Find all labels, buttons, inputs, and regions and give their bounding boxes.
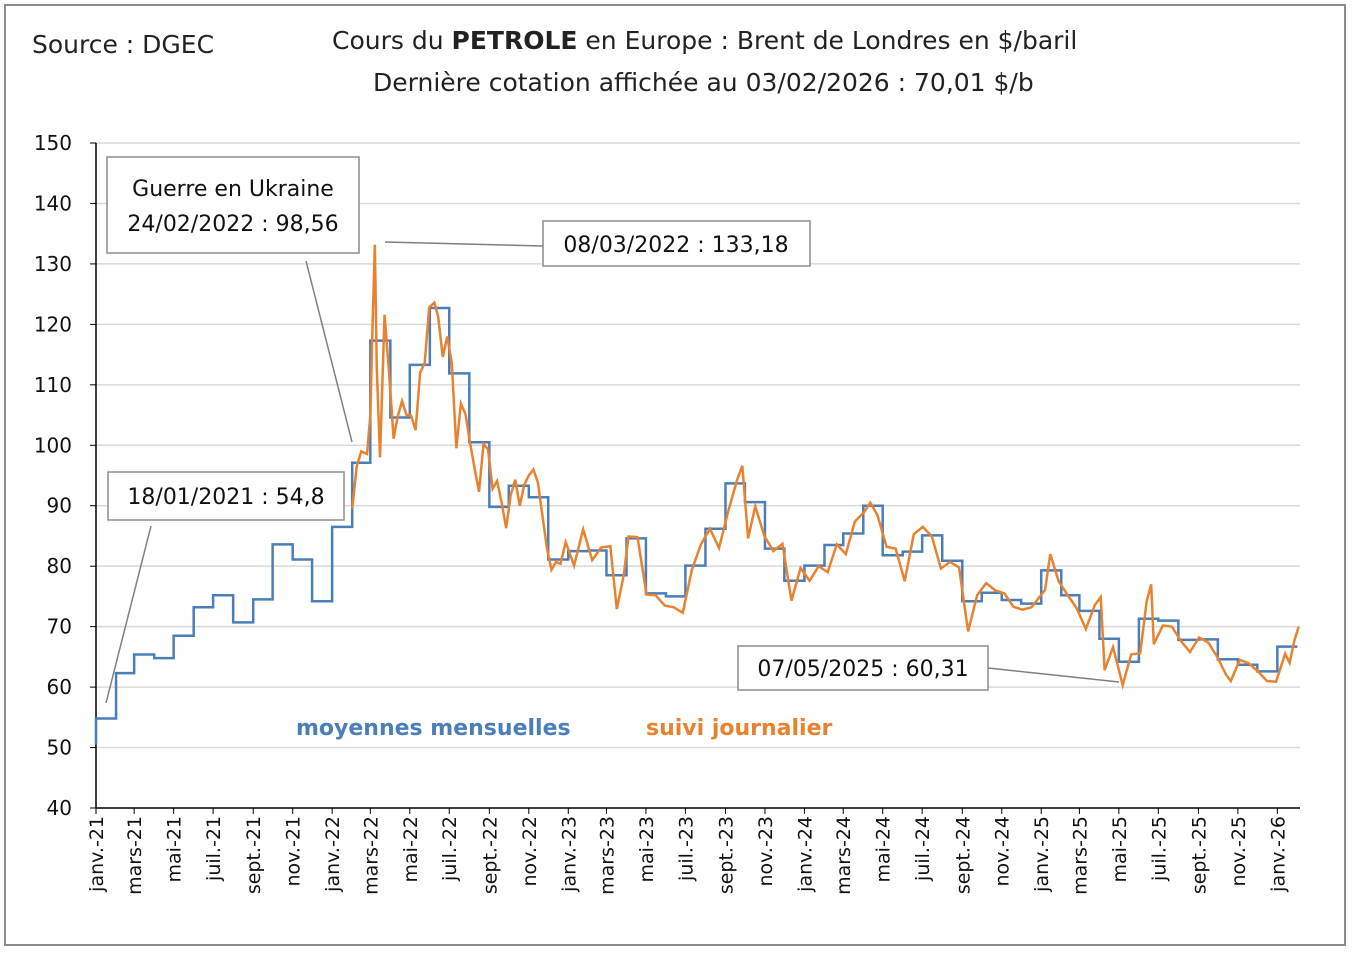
x-tick-label: sept.-25 <box>1188 816 1210 894</box>
x-axis-ticks: janv.-21 mars-21 mai-21 juil.-21 sept.-21 nov… <box>86 808 1289 895</box>
annotation-box-jan21 <box>107 471 345 521</box>
x-tick-label: juil.-22 <box>439 816 461 882</box>
x-tick-label: janv.-24 <box>794 816 816 893</box>
annotation-box-ukraine <box>106 156 360 254</box>
title-post: en Europe : Brent de Londres en $/baril <box>577 26 1078 55</box>
x-tick-label: janv.-25 <box>1031 816 1053 893</box>
x-tick-label: mai-24 <box>873 816 895 882</box>
title-pre: Cours du <box>332 26 452 55</box>
x-tick-label: sept.-21 <box>243 816 265 894</box>
x-tick-label: nov.-23 <box>755 816 777 887</box>
y-tick-label: 40 <box>47 796 72 820</box>
y-tick-label: 90 <box>47 494 72 518</box>
annotation-text-ukraine-2: 24/02/2022 : 98,56 <box>127 212 338 237</box>
y-tick-label: 120 <box>34 312 72 336</box>
x-tick-label: janv.-23 <box>558 816 580 893</box>
annotation-leader-may25 <box>987 667 1120 683</box>
y-tick-label: 50 <box>47 736 72 760</box>
annotation-text-ukraine-1: Guerre en Ukraine <box>132 177 334 202</box>
y-tick-label: 150 <box>34 131 72 155</box>
title-bold: PETROLE <box>451 26 578 55</box>
annotation-text-may25: 07/05/2025 : 60,31 <box>757 657 968 682</box>
source-label: Source : DGEC <box>32 30 215 59</box>
legend-daily: suivi journalier <box>646 716 833 741</box>
series-line-monthly <box>94 306 1298 745</box>
annotation-box-may25 <box>737 645 989 691</box>
series-points-monthly <box>105 307 1288 719</box>
chart-title: Cours du PETROLE en Europe : Brent de Lo… <box>332 26 1077 55</box>
y-tick-label: 130 <box>34 252 72 276</box>
series-points-daily <box>352 244 1299 686</box>
x-tick-label: sept.-22 <box>479 816 501 894</box>
annotation-leader-ukraine <box>305 260 353 443</box>
x-tick-label: nov.-25 <box>1228 816 1250 887</box>
x-tick-label: sept.-24 <box>952 816 974 894</box>
x-tick-label: juil.-21 <box>203 816 225 882</box>
annotation-leader-peak <box>384 241 544 247</box>
y-tick-label: 110 <box>34 373 72 397</box>
x-tick-label: mars-22 <box>360 816 382 895</box>
annotation-text-peak: 08/03/2022 : 133,18 <box>563 233 788 258</box>
annotation-box-peak <box>542 220 811 267</box>
x-tick-label: mai-25 <box>1109 816 1131 882</box>
x-tick-label: juil.-23 <box>675 816 697 882</box>
x-tick-label: janv.-22 <box>322 816 344 893</box>
x-tick-label: mai-22 <box>400 816 422 882</box>
x-tick-label: mars-24 <box>833 816 855 895</box>
x-tick-label: juil.-24 <box>912 816 934 882</box>
x-tick-label: mars-21 <box>124 816 146 895</box>
annotation-text-jan21: 18/01/2021 : 54,8 <box>127 485 324 510</box>
x-tick-label: janv.-21 <box>86 816 108 893</box>
annotation-leader-jan21 <box>105 525 152 704</box>
y-tick-label: 100 <box>34 433 72 457</box>
x-tick-label: juil.-25 <box>1148 816 1170 882</box>
x-tick-label: nov.-21 <box>283 816 305 887</box>
x-tick-label: sept.-23 <box>715 816 737 894</box>
x-tick-label: nov.-22 <box>519 816 541 887</box>
series-line-daily <box>350 244 1300 691</box>
chart-subtitle: Dernière cotation affichée au 03/02/2026… <box>373 68 1034 97</box>
y-tick-label: 70 <box>47 615 72 639</box>
legend-monthly: moyennes mensuelles <box>296 716 571 741</box>
y-tick-label: 60 <box>47 675 72 699</box>
x-tick-label: nov.-24 <box>992 816 1014 887</box>
y-tick-label: 80 <box>47 554 72 578</box>
x-tick-label: janv.-26 <box>1267 816 1289 893</box>
x-tick-label: mai-23 <box>636 816 658 882</box>
x-tick-label: mai-21 <box>164 816 186 882</box>
y-axis-ticks: 40 50 60 70 80 90 100 110 120 130 140 150 <box>34 131 96 820</box>
y-tick-label: 140 <box>34 191 72 215</box>
x-tick-label: mars-23 <box>596 816 618 895</box>
x-tick-label: mars-25 <box>1069 816 1091 895</box>
